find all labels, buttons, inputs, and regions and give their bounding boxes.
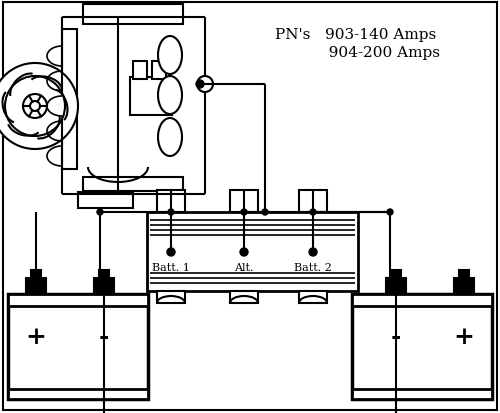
- Circle shape: [5, 77, 65, 137]
- Circle shape: [262, 209, 268, 216]
- Bar: [230, 190, 258, 212]
- Circle shape: [197, 77, 213, 93]
- Bar: [299, 291, 327, 303]
- Bar: [62, 30, 77, 170]
- Bar: [391, 271, 401, 278]
- Bar: [26, 278, 46, 294]
- Circle shape: [97, 209, 103, 216]
- Bar: [133, 62, 147, 80]
- Text: Alt.: Alt.: [234, 262, 254, 272]
- Bar: [94, 278, 114, 294]
- Bar: [299, 190, 327, 212]
- Circle shape: [167, 248, 175, 256]
- Bar: [99, 271, 109, 278]
- Circle shape: [387, 209, 393, 216]
- Text: -: -: [99, 324, 109, 348]
- Bar: [8, 389, 148, 399]
- Circle shape: [196, 81, 204, 89]
- Bar: [352, 389, 492, 399]
- Text: Batt. 1: Batt. 1: [152, 262, 190, 272]
- Circle shape: [309, 248, 317, 256]
- Circle shape: [23, 95, 47, 119]
- Bar: [83, 178, 183, 192]
- Bar: [83, 5, 183, 25]
- Bar: [78, 192, 133, 209]
- Bar: [352, 294, 492, 306]
- Circle shape: [168, 209, 174, 216]
- Bar: [157, 291, 185, 303]
- Bar: [230, 291, 258, 303]
- Text: +: +: [454, 324, 474, 348]
- Bar: [454, 278, 474, 294]
- Circle shape: [30, 102, 40, 112]
- Bar: [147, 212, 358, 291]
- Bar: [152, 62, 166, 80]
- Circle shape: [241, 209, 247, 216]
- Bar: [31, 271, 41, 278]
- Text: PN's   903-140 Amps: PN's 903-140 Amps: [275, 28, 436, 42]
- Text: +: +: [26, 324, 46, 348]
- Bar: [157, 190, 185, 212]
- Ellipse shape: [158, 77, 182, 115]
- Bar: [130, 78, 172, 116]
- Bar: [386, 278, 406, 294]
- Ellipse shape: [158, 37, 182, 75]
- Bar: [8, 294, 148, 306]
- Ellipse shape: [158, 119, 182, 157]
- Circle shape: [0, 64, 78, 150]
- Text: -: -: [391, 324, 401, 348]
- Text: 904-200 Amps: 904-200 Amps: [275, 46, 440, 60]
- Bar: [459, 271, 469, 278]
- Circle shape: [310, 209, 316, 216]
- Circle shape: [240, 248, 248, 256]
- Bar: [8, 294, 148, 399]
- Bar: [352, 294, 492, 399]
- Text: Batt. 2: Batt. 2: [294, 262, 332, 272]
